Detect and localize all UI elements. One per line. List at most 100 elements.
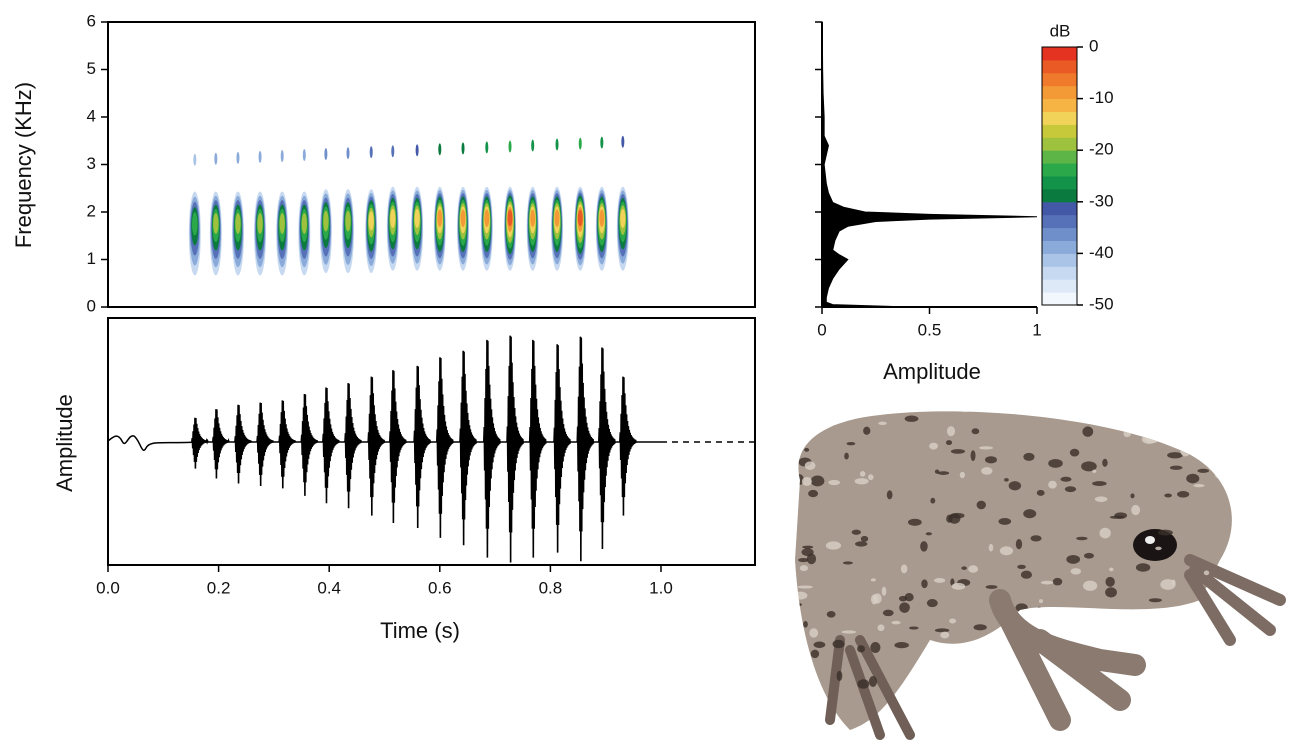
frog-spot	[974, 686, 988, 696]
frog-spot	[1198, 411, 1213, 417]
pulse-harmonic	[324, 148, 328, 161]
frog-spot	[970, 717, 985, 729]
pulse	[576, 336, 595, 562]
colorbar-band	[1042, 72, 1077, 87]
frog-spot	[886, 490, 893, 500]
x-tick-label: 0.6	[428, 578, 452, 597]
frog-spot	[1152, 702, 1168, 712]
pulse-level	[345, 210, 351, 232]
pulse-harmonic	[461, 142, 465, 155]
frog-spot	[1197, 468, 1210, 473]
frog-spot	[1164, 493, 1172, 498]
y-axis-label: Amplitude	[52, 394, 77, 492]
frog-spot	[810, 649, 820, 659]
frog-spot	[854, 478, 869, 485]
frog-spot	[1135, 563, 1151, 572]
frog-spot	[795, 602, 802, 607]
frog-spot	[1197, 691, 1213, 702]
frog-spot	[959, 471, 965, 479]
pulse-spectrum	[386, 145, 399, 271]
frog-spot	[979, 446, 994, 450]
frog-spot	[909, 626, 919, 630]
pulse-level	[301, 213, 307, 234]
frog-spot	[1229, 544, 1232, 555]
y-tick-label: 0	[87, 296, 96, 315]
pulse-spectrum	[341, 147, 354, 274]
pulse-level	[235, 213, 241, 234]
frog-spot	[809, 628, 819, 638]
frog-spot	[1188, 642, 1193, 650]
frog-spot	[1199, 658, 1213, 665]
frog-spot	[925, 532, 933, 536]
frog-spot	[894, 642, 909, 649]
pulse-harmonic	[621, 135, 625, 148]
pulse-level	[192, 212, 198, 236]
pulse	[191, 417, 209, 469]
pulse-spectrum	[457, 142, 470, 271]
frog-spot	[877, 624, 885, 632]
frog-spot	[859, 471, 866, 477]
frog-spot	[1196, 622, 1210, 634]
pulse-harmonic	[369, 146, 373, 159]
frog-spot	[988, 543, 994, 552]
colorbar-band	[1042, 279, 1077, 293]
frog-spot	[1160, 579, 1176, 590]
frog-spot	[1091, 608, 1098, 619]
frog-spot	[1106, 716, 1117, 725]
frog-spot	[797, 585, 813, 589]
frog-spot	[1066, 555, 1081, 564]
colorbar-tick-label: -20	[1089, 140, 1114, 159]
frog-spot	[1203, 570, 1210, 576]
frog-spot	[795, 728, 799, 730]
frog-spot	[981, 467, 993, 475]
frog-spot	[1130, 493, 1135, 499]
frog-spot	[802, 545, 814, 549]
frog-spot	[1207, 633, 1221, 644]
frog-spot	[1003, 729, 1009, 730]
frog-spot	[1179, 614, 1188, 621]
pulse	[435, 357, 454, 538]
pulse-spectrum	[526, 139, 539, 271]
frog-spot	[1148, 598, 1162, 603]
frog-spot	[934, 628, 950, 633]
frog-spot	[844, 452, 849, 460]
x-tick-label: 0.8	[539, 578, 563, 597]
pulse-spectrum	[254, 150, 267, 276]
frog-spot	[940, 631, 950, 639]
frog-spot	[1020, 570, 1033, 579]
frog-spot	[804, 447, 810, 452]
pulse-spectrum	[209, 152, 222, 276]
x-tick-label: 0.0	[96, 578, 120, 597]
frog-spot	[863, 426, 871, 435]
frog-spot	[1023, 452, 1035, 461]
pulse-spectrum	[298, 149, 311, 276]
frog-spot	[896, 691, 912, 701]
frog-spot	[1004, 478, 1009, 482]
pulse-harmonic	[236, 151, 240, 164]
colorbar-band	[1042, 240, 1077, 254]
y-tick-label: 3	[87, 154, 96, 173]
colorbar-tick-label: 0	[1089, 36, 1098, 55]
frog-spot	[787, 604, 794, 613]
frog-spot	[1015, 603, 1028, 612]
pulse	[506, 335, 525, 563]
frog-spot	[1092, 469, 1097, 473]
frog-spot	[1100, 724, 1115, 730]
frog-spot	[1228, 558, 1232, 566]
pulse-spectrum	[276, 149, 289, 276]
frog-spot	[1030, 535, 1042, 542]
x-tick-label: 0.4	[317, 578, 341, 597]
frog-spot	[891, 620, 901, 625]
frog-spot	[806, 401, 820, 411]
x-tick-label: 0.2	[207, 578, 231, 597]
frog-spot	[808, 489, 819, 498]
pulse-harmonic	[346, 147, 350, 160]
frog-spot	[1169, 728, 1186, 730]
colorbar-band	[1042, 59, 1077, 74]
frog-spot	[1048, 459, 1063, 468]
y-tick-label: 4	[87, 106, 96, 125]
pulse-level	[323, 210, 329, 232]
pulse-level	[460, 209, 466, 227]
pulse-level	[257, 213, 263, 234]
pulse-harmonic	[555, 138, 559, 151]
